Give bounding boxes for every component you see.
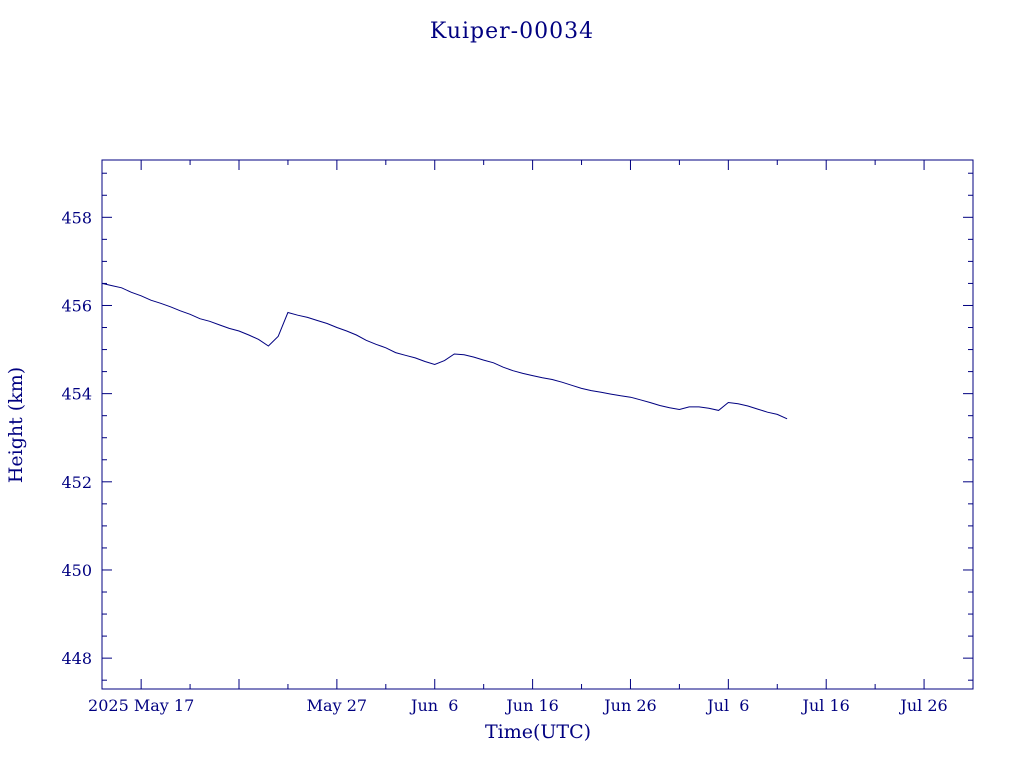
y-tick-label: 456 (61, 296, 92, 315)
x-tick-label: Jun 6 (409, 696, 458, 715)
y-axis: 448 450 452 454 456 458 (61, 172, 973, 681)
plot-frame (101, 159, 974, 690)
x-tick-label: Jul 6 (705, 696, 749, 715)
x-tick-label: Jun 16 (504, 696, 558, 715)
chart-title: Kuiper-00034 (430, 19, 594, 44)
x-axis: 2025 May 17 May 27 Jun 6 Jun 16 Jun 26 Jul 6 J… (88, 160, 974, 715)
y-tick-label: 452 (61, 473, 92, 492)
x-tick-label: Jun 26 (602, 696, 656, 715)
y-tick-label: 450 (61, 561, 92, 580)
x-tick-label: Jul 26 (898, 696, 947, 715)
y-tick-label: 454 (61, 385, 92, 404)
x-tick-label: May 27 (307, 696, 367, 715)
y-tick-label: 448 (61, 649, 92, 668)
height-series-line (101, 282, 788, 420)
y-axis-label: Height (km) (5, 367, 27, 483)
y-tick-label: 458 (61, 208, 92, 227)
x-tick-label: 2025 May 17 (88, 696, 194, 715)
x-tick-label: Jul 16 (801, 696, 850, 715)
x-axis-label: Time(UTC) (485, 721, 591, 743)
